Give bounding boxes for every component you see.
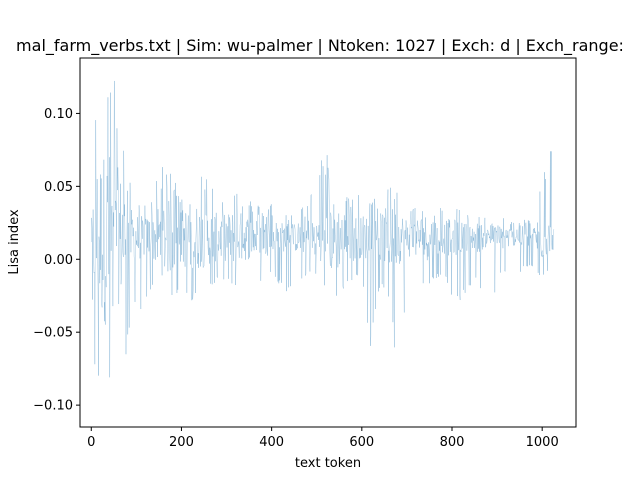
y-tick-label: 0.00 [44, 253, 73, 268]
x-tick-label: 1000 [526, 435, 559, 450]
y-tick-label: 0.05 [44, 180, 73, 195]
x-axis: 0 200 400 600 800 1000 [87, 427, 559, 450]
series-group [91, 80, 555, 378]
y-tick-label: 0.10 [44, 107, 73, 122]
chart-title: mal_farm_verbs.txt | Sim: wu-palmer | Nt… [16, 36, 624, 56]
y-tick-label: −0.10 [33, 399, 73, 414]
x-tick-label: 400 [259, 435, 284, 450]
x-axis-label: text token [295, 456, 361, 471]
y-axis: −0.10 −0.05 0.00 0.05 0.10 [33, 107, 80, 414]
y-axis-label: Lisa index [7, 209, 22, 275]
x-tick-label: 800 [440, 435, 465, 450]
x-tick-label: 600 [349, 435, 374, 450]
x-tick-label: 200 [169, 435, 194, 450]
y-tick-label: −0.05 [33, 326, 73, 341]
series-line [91, 80, 555, 378]
x-tick-label: 0 [87, 435, 95, 450]
plot-frame [79, 57, 577, 428]
